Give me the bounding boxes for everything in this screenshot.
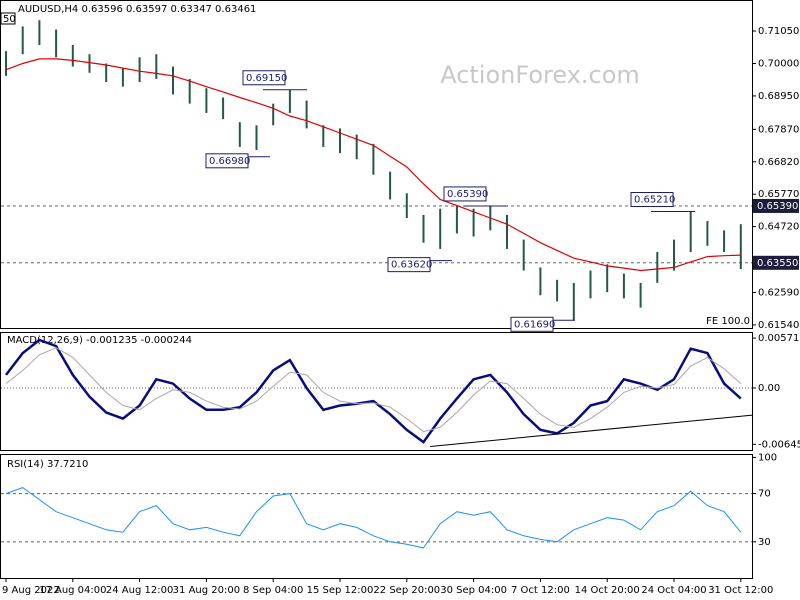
y-tick-label: 0.61540	[758, 320, 799, 331]
x-tick-label: 8 Sep 04:00	[243, 585, 303, 596]
y-tick-label: 0.70000	[758, 58, 799, 69]
x-tick-label: 31 Aug 20:00	[173, 585, 240, 596]
y-tick-label: 0.62590	[758, 287, 799, 298]
y-tick-label: 0.64720	[758, 222, 799, 233]
x-tick-label: 22 Sep 20:00	[373, 585, 440, 596]
level-label-box	[753, 255, 799, 270]
corner-box	[0, 12, 16, 25]
annotation-label: 0.61690	[514, 319, 555, 330]
macd-title: MACD(12,26,9) -0.001235 -0.000244	[7, 335, 192, 346]
x-tick-label: 24 Oct 04:00	[641, 585, 706, 596]
x-tick-label: 24 Aug 12:00	[106, 585, 173, 596]
series-line	[5, 487, 742, 549]
x-tick-label: 31 Oct 12:00	[708, 585, 773, 596]
series-line	[5, 338, 742, 444]
series-line	[5, 58, 741, 272]
y-tick-label: 0.68950	[758, 91, 799, 102]
y-tick-label: 0.65770	[758, 189, 799, 200]
price-panel	[0, 0, 753, 329]
level-label: 0.63550	[757, 258, 798, 269]
y-tick-label: -0.006451	[758, 439, 800, 450]
trendline	[430, 414, 753, 448]
annotation-label: 0.63620	[391, 260, 432, 271]
y-tick-label: 100	[758, 452, 777, 463]
annotation-label: 0.65390	[447, 189, 488, 200]
macd-panel	[0, 332, 753, 451]
annotation-box	[387, 257, 431, 273]
y-tick-label: 0.71050	[758, 26, 799, 37]
y-tick-label: 0.67870	[758, 124, 799, 135]
annotation-box	[510, 316, 554, 332]
series-line	[5, 347, 742, 433]
annotation-box	[242, 70, 286, 86]
fe-label: FE 100.0	[706, 316, 750, 327]
x-tick-label: 9 Aug 2022	[2, 585, 60, 596]
annotation-label: 0.65210	[634, 195, 675, 206]
y-tick-label: 0.66820	[758, 157, 799, 168]
x-tick-label: 30 Sep 04:00	[440, 585, 507, 596]
y-tick-label: 0.005717	[758, 333, 800, 344]
annotation-box	[630, 192, 674, 208]
x-tick-label: 14 Oct 20:00	[575, 585, 640, 596]
level-label-box	[753, 198, 799, 213]
annotation-label: 0.66980	[209, 156, 250, 167]
corner-label: 50	[3, 14, 16, 25]
annotation-box	[205, 153, 249, 169]
annotation-box	[443, 186, 487, 202]
x-tick-label: 17 Aug 04:00	[39, 585, 106, 596]
x-tick-label: 15 Sep 12:00	[307, 585, 374, 596]
y-tick-label: 70	[758, 489, 771, 500]
level-label: 0.65390	[757, 201, 798, 212]
rsi-panel	[0, 454, 753, 579]
y-tick-label: 0.00	[758, 383, 780, 394]
watermark: ActionForex.com	[440, 61, 640, 89]
y-tick-label: 30	[758, 537, 771, 548]
x-tick-label: 7 Oct 12:00	[511, 585, 570, 596]
rsi-title: RSI(14) 37.7210	[7, 459, 88, 470]
price-title: AUDUSD,H4 0.63596 0.63597 0.63347 0.6346…	[18, 4, 256, 15]
annotation-label: 0.69150	[246, 73, 287, 84]
